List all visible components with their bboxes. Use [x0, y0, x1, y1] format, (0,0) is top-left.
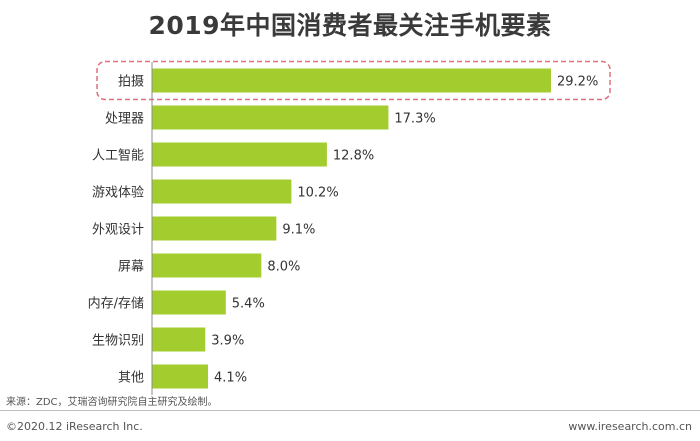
category-label: 外观设计 — [92, 223, 144, 238]
value-label: 12.8% — [333, 149, 374, 164]
value-label: 9.1% — [282, 223, 315, 238]
bar — [152, 105, 389, 130]
value-label: 10.2% — [297, 186, 338, 201]
value-label: 4.1% — [214, 371, 247, 386]
chart-title: 2019年中国消费者最关注手机要素 — [148, 11, 552, 40]
value-label: 17.3% — [394, 112, 435, 127]
bar — [152, 68, 551, 93]
bar — [152, 290, 226, 315]
bar — [152, 179, 292, 204]
category-label: 人工智能 — [92, 149, 144, 164]
category-label: 内存/存储 — [88, 296, 144, 312]
category-label: 处理器 — [105, 112, 144, 127]
bar — [152, 327, 206, 352]
value-label: 8.0% — [267, 260, 300, 275]
category-label: 拍摄 — [118, 75, 144, 90]
bar — [152, 216, 277, 241]
bar — [152, 364, 209, 389]
bar — [152, 142, 327, 167]
category-label: 其他 — [118, 371, 144, 386]
footer-divider — [0, 410, 700, 411]
category-label: 生物识别 — [92, 334, 144, 349]
website-link[interactable]: www.iresearch.com.cn — [568, 420, 692, 433]
highlight-frame — [96, 60, 611, 101]
category-label: 游戏体验 — [92, 185, 144, 201]
value-label: 5.4% — [232, 297, 265, 312]
value-label: 3.9% — [211, 334, 244, 349]
bar — [152, 253, 262, 278]
category-label: 屏幕 — [118, 260, 144, 275]
value-label: 29.2% — [557, 75, 598, 90]
copyright: ©2020.12 iResearch Inc. — [6, 420, 143, 433]
source-note: 来源：ZDC，艾瑞咨询研究院自主研究及绘制。 — [6, 397, 218, 408]
bars-group: 拍摄 29.2% 处理器 17.3% 人工智能 12.8% 游戏体验 10.2% 外观设计 9.1… — [88, 60, 611, 395]
